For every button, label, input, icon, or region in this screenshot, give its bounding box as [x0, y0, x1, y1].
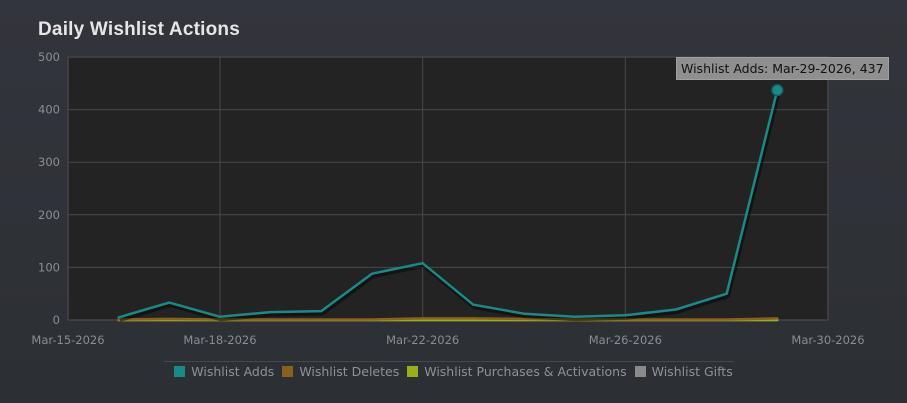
x-tick-label: Mar-18-2026 — [183, 333, 256, 347]
legend-swatch — [407, 366, 419, 377]
x-tick-label: Mar-22-2026 — [386, 333, 459, 347]
highlight-point — [771, 83, 784, 97]
chart-tooltip: Wishlist Adds: Mar-29-2026, 437 — [676, 57, 889, 80]
chart-title: Daily Wishlist Actions — [38, 19, 241, 40]
legend-divider — [164, 361, 734, 362]
series-line-wishlist-deletes — [117, 317, 779, 321]
legend-label: Wishlist Gifts — [651, 364, 733, 379]
y-tick-label: 100 — [38, 260, 60, 274]
y-tick-label: 200 — [38, 208, 60, 222]
legend-item-wishlist-purchases-activations[interactable]: Wishlist Purchases & Activations — [407, 364, 627, 379]
x-tick-label: Mar-15-2026 — [31, 333, 104, 347]
plot-area — [67, 56, 829, 321]
y-tick-label: 500 — [38, 50, 60, 64]
legend-item-wishlist-adds[interactable]: Wishlist Adds — [174, 364, 274, 379]
legend-label: Wishlist Deletes — [299, 364, 400, 379]
legend-item-wishlist-gifts[interactable]: Wishlist Gifts — [634, 364, 733, 379]
legend-label: Wishlist Adds — [191, 364, 275, 379]
chart-legend: Wishlist Adds Wishlist Deletes Wishlist Pu… — [0, 364, 907, 379]
y-tick-label: 300 — [38, 155, 60, 169]
legend-item-wishlist-deletes[interactable]: Wishlist Deletes — [282, 364, 399, 379]
legend-swatch — [282, 366, 294, 377]
legend-label: Wishlist Purchases & Activations — [424, 364, 627, 379]
legend-swatch — [174, 366, 186, 377]
x-tick-label: Mar-30-2026 — [791, 333, 864, 347]
y-tick-label: 400 — [38, 103, 60, 117]
y-tick-label: 0 — [53, 313, 60, 327]
legend-swatch — [634, 366, 646, 377]
x-tick-label: Mar-26-2026 — [589, 333, 662, 347]
series-line-wishlist-adds — [117, 88, 779, 319]
